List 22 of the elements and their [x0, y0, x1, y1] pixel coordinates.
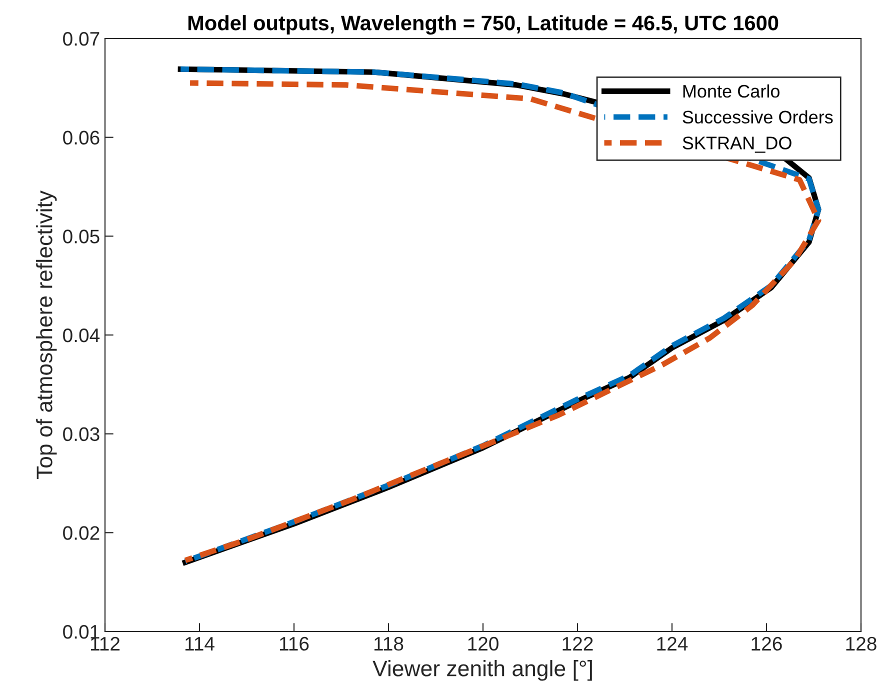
y-tick-label: 0.05	[63, 230, 100, 244]
x-tick-label: 118	[374, 636, 404, 651]
x-tick-label: 126	[752, 636, 782, 651]
x-tick-label: 116	[280, 636, 309, 651]
x-tick-label: 120	[468, 636, 498, 651]
y-tick-label: 0.06	[63, 130, 100, 145]
chart-title: Model outputs, Wavelength = 750, Latitude = 46.5, UTC 1600	[188, 15, 778, 35]
x-tick-label: 124	[657, 636, 688, 650]
legend-label: Successive Orders	[682, 110, 833, 124]
y-axis-title: Top of atmosphere reflectivity	[36, 190, 57, 479]
y-tick-label: 0.03	[63, 427, 100, 442]
y-tick-label: 0.07	[63, 32, 100, 46]
x-tick-label: 128	[846, 636, 876, 651]
y-tick-label: 0.04	[63, 328, 100, 342]
y-tick-label: 0.02	[63, 526, 100, 540]
x-tick-label: 112	[90, 636, 120, 650]
x-tick-label: 114	[185, 637, 214, 650]
y-tick-label: 0.01	[63, 624, 100, 639]
legend-label: Monte Carlo	[683, 84, 780, 98]
x-tick-label: 122	[562, 636, 593, 650]
legend-label: SKTRAN_DO	[682, 136, 792, 153]
x-axis-title: Viewer zenith angle [°]	[372, 660, 592, 681]
